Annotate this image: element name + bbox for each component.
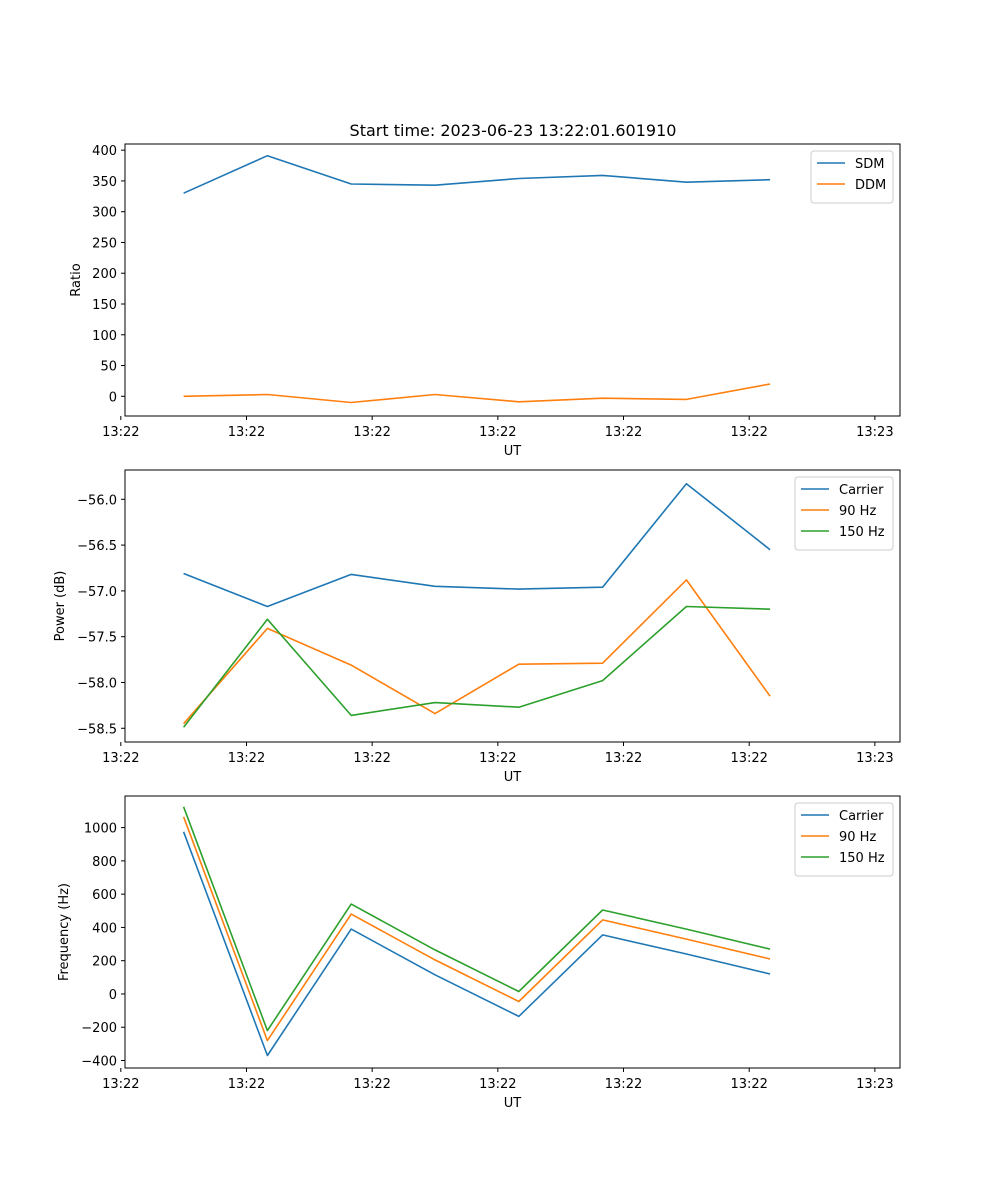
y-tick-label: −58.0 — [77, 676, 117, 691]
legend-entry: 90 Hz — [839, 504, 876, 519]
x-tick-label: 13:22 — [605, 1077, 642, 1092]
x-axis-label: UT — [504, 1096, 522, 1111]
legend-entry: DDM — [855, 178, 886, 193]
y-tick-label: −56.5 — [77, 539, 117, 554]
y-axis-label: Frequency (Hz) — [57, 883, 72, 981]
legend-box — [810, 150, 894, 204]
x-tick-label: 13:22 — [730, 751, 767, 766]
y-tick-label: 250 — [92, 236, 117, 251]
legend-entry: Carrier — [839, 809, 884, 824]
y-axis-label: Power (dB) — [53, 571, 68, 642]
x-tick-label: 13:22 — [228, 751, 265, 766]
axes-frame — [124, 795, 901, 1069]
y-tick-label: 50 — [100, 360, 117, 375]
legend-entry: 150 Hz — [839, 851, 885, 866]
chart-panel-1: 0 50 100 150 200 250 300 350 400 13:22 13:22 13:22 1… — [69, 143, 901, 459]
x-axis-label: UT — [504, 770, 522, 785]
y-tick-label: −400 — [81, 1055, 117, 1070]
y-tick-label: 0 — [109, 988, 117, 1003]
figure-title: Start time: 2023-06-23 13:22:01.601910 — [350, 121, 677, 140]
x-tick-label: 13:22 — [730, 425, 767, 440]
y-tick-label: −200 — [81, 1021, 117, 1036]
series-line-90-hz — [182, 816, 771, 1042]
legend-entry: 150 Hz — [839, 525, 885, 540]
y-tick-label: 0 — [109, 390, 117, 405]
x-tick-label: 13:22 — [228, 1077, 265, 1092]
y-tick-label: 400 — [92, 144, 117, 159]
x-tick-label: 13:22 — [605, 751, 642, 766]
legend-entry: 90 Hz — [839, 830, 876, 845]
chart-panel-2: −58.5 −58.0 −57.5 −57.0 −56.5 −56.0 13:22 13:22… — [53, 469, 901, 785]
x-tick-label: 13:22 — [479, 751, 516, 766]
y-tick-label: −58.5 — [77, 722, 117, 737]
x-tick-label: 13:23 — [856, 751, 893, 766]
y-tick-label: 1000 — [84, 822, 117, 837]
series-line-sdm — [183, 154, 771, 194]
x-tick-label: 13:22 — [353, 425, 390, 440]
series-line-150-hz — [182, 605, 771, 728]
series-line-carrier — [182, 831, 771, 1057]
x-tick-label: 13:22 — [730, 1077, 767, 1092]
series-line-150-hz — [182, 806, 771, 1032]
x-tick-label: 13:22 — [228, 425, 265, 440]
y-tick-label: −57.0 — [77, 585, 117, 600]
y-axis-label: Ratio — [69, 263, 84, 296]
y-tick-label: 200 — [92, 267, 117, 282]
y-tick-label: −56.0 — [77, 493, 117, 508]
axes-frame — [124, 143, 901, 417]
x-tick-label: 13:23 — [856, 1077, 893, 1092]
axes-frame — [124, 469, 901, 743]
x-tick-label: 13:22 — [102, 425, 139, 440]
x-tick-label: 13:23 — [856, 425, 893, 440]
x-tick-label: 13:22 — [479, 425, 516, 440]
y-tick-label: 600 — [92, 888, 117, 903]
series-line-carrier — [183, 482, 771, 608]
y-tick-label: 400 — [92, 921, 117, 936]
x-tick-label: 13:22 — [605, 425, 642, 440]
series-line-ddm — [183, 383, 771, 404]
x-axis-label: UT — [504, 444, 522, 459]
legend-entry: Carrier — [839, 483, 884, 498]
y-tick-label: 350 — [92, 175, 117, 190]
chart-panel-3: −400 −200 0 200 400 600 800 1000 13:22 13:22 13:22… — [57, 795, 901, 1111]
y-tick-label: 100 — [92, 329, 117, 344]
x-tick-label: 13:22 — [479, 1077, 516, 1092]
y-tick-label: 150 — [92, 298, 117, 313]
y-tick-label: 300 — [92, 206, 117, 221]
legend-entry: SDM — [855, 157, 884, 172]
x-tick-label: 13:22 — [102, 751, 139, 766]
x-tick-label: 13:22 — [353, 751, 390, 766]
y-tick-label: 800 — [92, 855, 117, 870]
y-tick-label: 200 — [92, 955, 117, 970]
x-tick-label: 13:22 — [353, 1077, 390, 1092]
y-tick-label: −57.5 — [77, 631, 117, 646]
x-tick-label: 13:22 — [102, 1077, 139, 1092]
